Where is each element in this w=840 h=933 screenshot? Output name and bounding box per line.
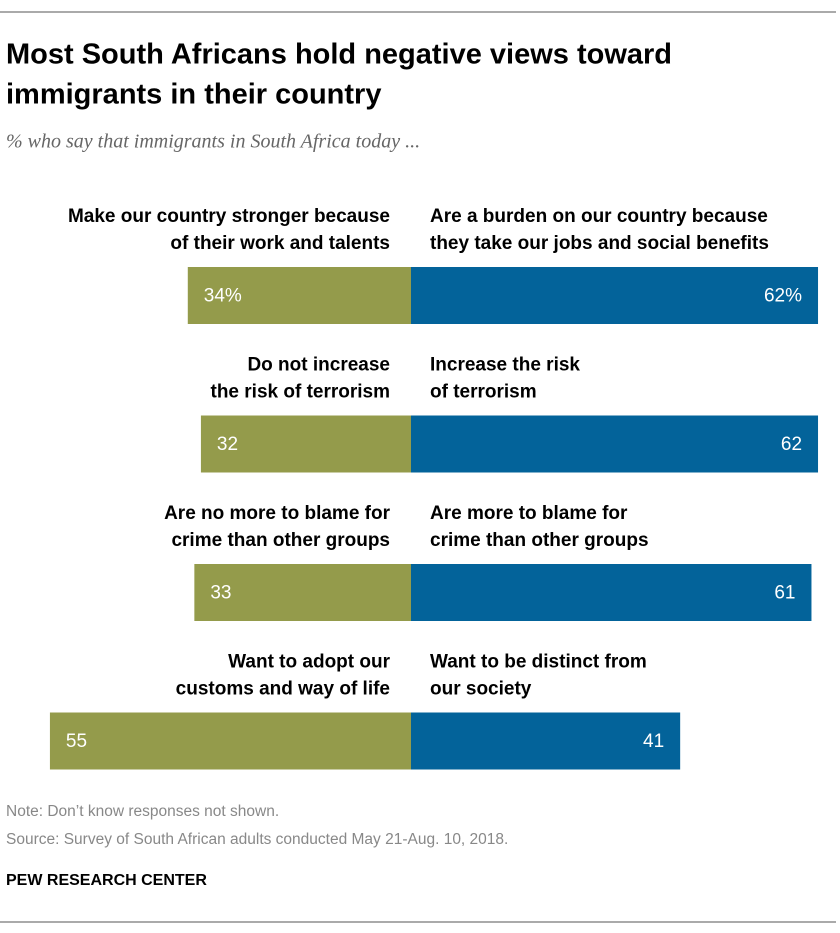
value-label: 33 (210, 583, 231, 604)
row-label: of their work and talents (170, 233, 390, 254)
credit: PEW RESEARCH CENTER (6, 872, 207, 889)
row-label: Are more to blame for (430, 503, 628, 524)
row-label: crime than other groups (430, 530, 649, 551)
row-label: Want to be distinct from (430, 652, 647, 673)
note: Note: Don’t know responses not shown. (6, 803, 279, 820)
value-label: 55 (66, 731, 87, 752)
row-label: crime than other groups (171, 530, 390, 551)
value-label: 62% (764, 286, 802, 307)
row-label: the risk of terrorism (211, 382, 391, 403)
row-label: Do not increase (247, 355, 390, 376)
subtitle: % who say that immigrants in South Afric… (6, 131, 420, 153)
bar (411, 415, 819, 473)
value-label: 62 (781, 434, 802, 455)
row-label: Are a burden on our country because (430, 206, 768, 227)
bar (187, 267, 411, 324)
value-label: 41 (643, 731, 664, 752)
row-label: of terrorism (430, 382, 537, 403)
bar (411, 712, 681, 770)
row-label: our society (430, 679, 532, 700)
bar (411, 564, 812, 621)
value-label: 32 (217, 434, 238, 455)
row-label: Are no more to blame for (164, 503, 391, 524)
bar (411, 267, 819, 324)
source: Source: Survey of South African adults c… (6, 831, 508, 848)
value-label: 61 (774, 583, 795, 604)
chart-title: immigrants in their country (6, 79, 381, 111)
row-label: Want to adopt our (228, 652, 390, 673)
value-label: 34% (204, 286, 242, 307)
bar (49, 712, 412, 770)
row-label: Increase the risk (430, 355, 580, 376)
bar (200, 415, 411, 473)
chart-title: Most South Africans hold negative views … (6, 39, 672, 71)
row-label: they take our jobs and social benefits (430, 233, 769, 254)
row-label: customs and way of life (176, 679, 390, 700)
row-label: Make our country stronger because (68, 206, 390, 227)
bar (194, 564, 411, 621)
